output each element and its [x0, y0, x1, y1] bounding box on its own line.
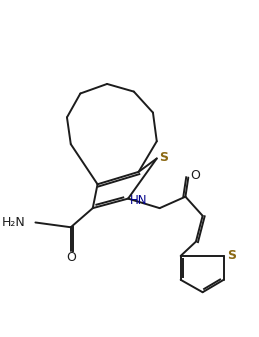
Text: H₂N: H₂N — [2, 216, 26, 229]
Text: S: S — [159, 151, 168, 164]
Text: S: S — [227, 249, 236, 263]
Text: O: O — [66, 251, 76, 264]
Text: O: O — [190, 169, 200, 182]
Text: HN: HN — [130, 194, 148, 207]
